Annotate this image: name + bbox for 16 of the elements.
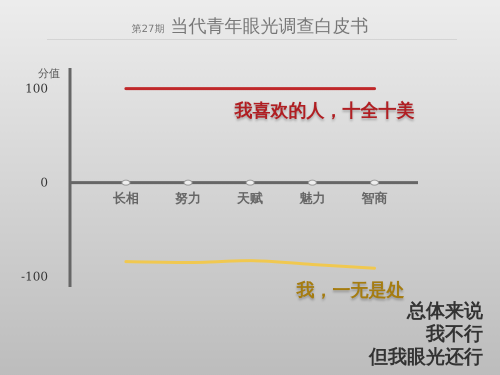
y-tick-label: 100 bbox=[25, 82, 48, 96]
y-axis-title: 分值 bbox=[38, 66, 60, 81]
text: 总体来说 bbox=[406, 300, 483, 323]
x-tick-label: 努力 bbox=[175, 192, 202, 207]
y-tick-label: -100 bbox=[21, 270, 48, 284]
line-series bbox=[124, 259, 376, 270]
series-label: 我，一无是处 bbox=[296, 280, 404, 302]
text: 但我眼光还行 bbox=[369, 346, 483, 369]
x-tick-label: 天赋 bbox=[236, 192, 264, 207]
y-tick-label: 0 bbox=[40, 176, 48, 190]
series-label: 我喜欢的人，十全十美 bbox=[234, 100, 414, 122]
x-tick-label: 长相 bbox=[112, 192, 139, 207]
x-tick-label: 智商 bbox=[360, 190, 388, 207]
text: 我不行 bbox=[424, 323, 483, 346]
x-tick-label: 魅力 bbox=[298, 192, 326, 207]
chart-title: 第27期 当代青年眼光调查白皮书 bbox=[132, 16, 368, 37]
